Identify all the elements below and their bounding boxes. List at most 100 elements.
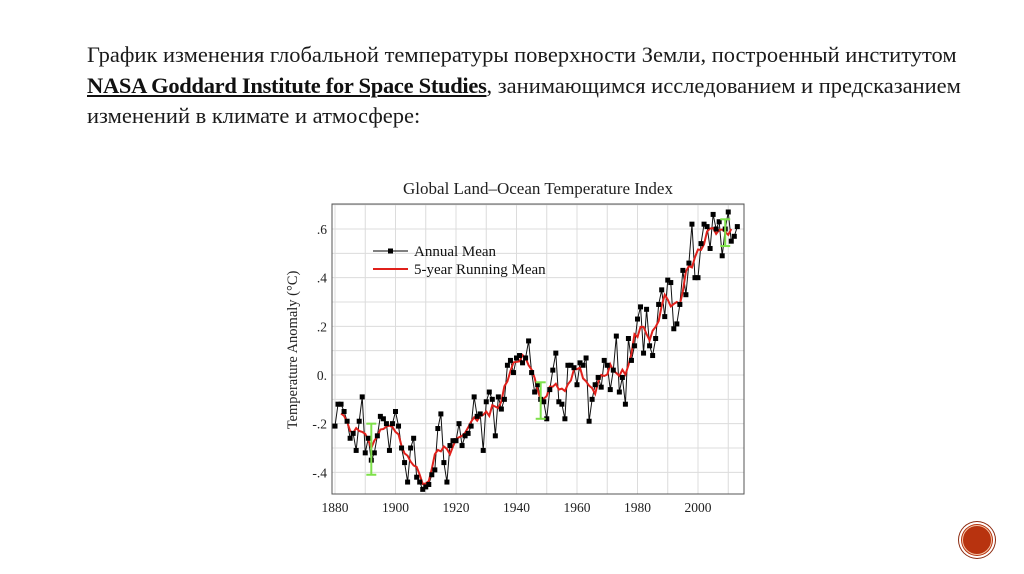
x-tick-label: 1960: [564, 500, 591, 515]
annual-mean-point: [631, 343, 637, 349]
annual-mean-point: [396, 423, 402, 429]
annual-mean-point: [523, 355, 529, 361]
x-tick-label: 1920: [443, 500, 470, 515]
uncertainty-bar: [535, 381, 546, 420]
annual-mean-point: [344, 418, 350, 424]
annual-mean-point: [628, 357, 634, 363]
annual-mean-point: [656, 301, 662, 307]
annual-mean-point: [492, 433, 498, 439]
annual-mean-point: [701, 221, 707, 227]
annual-mean-point: [338, 401, 344, 407]
annual-mean-point: [389, 421, 395, 427]
annual-mean-point: [689, 221, 695, 227]
annual-mean-point: [674, 321, 680, 327]
annual-mean-point: [692, 275, 698, 281]
annual-mean-point: [586, 418, 592, 424]
annual-mean-point: [432, 467, 438, 473]
annual-mean-point: [562, 416, 568, 422]
y-tick-label: .4: [317, 271, 327, 286]
legend-annual-label: Annual Mean: [414, 244, 497, 260]
annual-mean-point: [468, 423, 474, 429]
annual-mean-point: [725, 209, 731, 215]
x-tick-label: 2000: [685, 500, 712, 515]
annual-mean-point: [332, 423, 338, 429]
annual-mean-point: [547, 387, 553, 393]
y-tick-label: .6: [317, 222, 327, 237]
annual-mean-point: [520, 360, 526, 366]
annual-mean-point: [386, 447, 392, 453]
annual-mean-point: [662, 314, 668, 320]
annual-mean-point: [483, 399, 489, 405]
annual-mean-point: [429, 472, 435, 478]
annual-mean-point: [341, 408, 347, 414]
annual-mean-point: [568, 362, 574, 368]
annual-mean-point: [426, 481, 432, 487]
annual-mean-point: [680, 267, 686, 273]
annual-mean-point: [695, 275, 701, 281]
annual-mean-point: [668, 280, 674, 286]
annual-mean-point: [402, 460, 408, 466]
annual-mean-point: [377, 413, 383, 419]
annual-mean-point: [698, 241, 704, 247]
annual-mean-point: [571, 365, 577, 371]
annual-mean-point: [713, 226, 719, 232]
annual-mean-point: [414, 474, 420, 480]
annual-mean-point: [704, 224, 710, 230]
grid: [332, 204, 744, 494]
nasa-giss-link[interactable]: NASA Goddard Institute for Space Studies: [87, 72, 487, 98]
annual-mean-point: [574, 382, 580, 388]
annual-mean-point: [716, 219, 722, 225]
annual-mean-point: [707, 245, 713, 251]
annual-mean-point: [510, 370, 516, 376]
y-axis-label: Temperature Anomaly (°C): [285, 271, 301, 430]
annual-mean-point: [604, 362, 610, 368]
slide-caption: График изменения глобальной температуры …: [87, 40, 967, 132]
annual-mean-point: [507, 357, 513, 363]
annual-mean-point: [580, 362, 586, 368]
annual-mean-point: [595, 374, 601, 380]
x-tick-label: 1880: [322, 500, 349, 515]
annual-mean-point: [380, 416, 386, 422]
annual-mean-point: [514, 355, 519, 361]
annual-mean-point: [683, 292, 689, 298]
annual-mean-point: [441, 460, 447, 466]
annual-mean-point: [659, 287, 665, 293]
annual-mean-point: [610, 367, 616, 373]
data-marks: [332, 209, 740, 492]
annual-mean-point: [459, 443, 465, 449]
annual-mean-point: [393, 408, 398, 414]
annual-mean-point: [559, 401, 565, 407]
annual-mean-point: [653, 336, 659, 342]
slide-nav-button[interactable]: [959, 522, 995, 558]
y-tick-label: .2: [317, 319, 327, 334]
annual-mean-point: [665, 277, 671, 283]
y-tick-label: -.2: [312, 417, 327, 432]
x-tick-label: 1980: [624, 500, 651, 515]
uncertainty-bar: [366, 422, 377, 476]
caption-text-2: , занимающимся исследованием и предсказа…: [87, 72, 961, 129]
annual-mean-point: [556, 399, 562, 405]
annual-mean-point: [374, 433, 380, 439]
annual-mean-point: [616, 389, 622, 395]
caption-text-1: График изменения глобальной температуры …: [87, 42, 957, 67]
annual-mean-point: [495, 394, 501, 400]
annual-mean-point: [501, 396, 507, 402]
annual-mean-point: [541, 399, 547, 405]
annual-mean-point: [444, 479, 450, 485]
annual-mean-point: [462, 433, 468, 439]
annual-mean-point: [601, 357, 607, 363]
annual-mean-point: [529, 370, 535, 376]
chart-title: Global Land–Ocean Temperature Index: [403, 179, 673, 198]
annual-mean-point: [504, 362, 510, 368]
annual-mean-point: [592, 382, 598, 388]
x-tick-label: 1940: [503, 500, 530, 515]
annual-mean-point: [619, 374, 625, 380]
annual-mean-point: [350, 430, 356, 436]
annual-mean-point: [383, 421, 389, 427]
annual-mean-point: [359, 394, 365, 400]
annual-mean-point: [644, 306, 650, 312]
annual-mean-point: [335, 401, 341, 407]
legend-running-label: 5-year Running Mean: [414, 262, 546, 278]
legend: Annual Mean 5-year Running Mean: [373, 244, 546, 278]
annual-mean-point: [719, 253, 725, 259]
